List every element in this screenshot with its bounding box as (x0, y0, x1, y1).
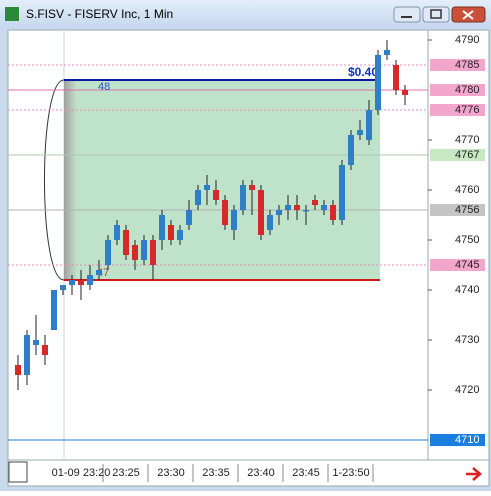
y-tick-label: 4760 (455, 184, 479, 196)
candle-body (285, 205, 291, 210)
candle-body (105, 240, 111, 265)
candle-body (123, 230, 129, 255)
zone (64, 80, 380, 280)
price-level-tag (430, 84, 485, 96)
price-level-label: 4745 (455, 259, 479, 271)
price-level-tag (430, 204, 485, 216)
candle-body (339, 165, 345, 220)
price-level-tag (430, 434, 485, 446)
price-level-label: 4710 (455, 434, 479, 446)
y-tick-label: 4790 (455, 34, 479, 46)
candle-body (159, 215, 165, 240)
candle-body (393, 65, 399, 90)
scroll-arrow[interactable] (466, 467, 482, 481)
price-level-label: 4756 (455, 204, 479, 216)
candle-body (69, 280, 75, 285)
candle-body (33, 340, 39, 345)
x-tick-label: 01-09 23:20 (52, 467, 111, 479)
candle-body (321, 205, 327, 210)
candle-body (177, 230, 183, 240)
y-tick-label: 4730 (455, 334, 479, 346)
maximize-button[interactable] (422, 6, 450, 23)
candle-body (258, 190, 264, 235)
candle-body (249, 185, 255, 190)
y-tick-label: 4750 (455, 234, 479, 246)
candle-body (240, 185, 246, 210)
window-controls[interactable] (393, 6, 486, 23)
candle-body (195, 190, 201, 205)
minimize-button[interactable] (393, 6, 421, 23)
zone-low-label: 47 (97, 267, 109, 279)
x-tick-label: 23:25 (112, 467, 140, 479)
candle-body (24, 335, 30, 375)
price-level-tag (430, 149, 485, 161)
candle-body (222, 200, 228, 225)
y-tick-label: 4720 (455, 384, 479, 396)
price-level-label: 4767 (455, 149, 479, 161)
price-level-label: 4785 (455, 59, 479, 71)
x-tick-label: 23:35 (202, 467, 230, 479)
candle-body (384, 50, 390, 55)
zone-bracket (44, 79, 65, 281)
zone-price-label: $0.40 (348, 65, 378, 79)
candle-body (204, 185, 210, 190)
price-level-label: 4780 (455, 84, 479, 96)
candle-body (402, 90, 408, 95)
candle-body (141, 240, 147, 260)
app-icon (5, 7, 19, 21)
zone-high-label: 48 (98, 81, 110, 93)
candle-body (150, 240, 156, 265)
candle-body (87, 275, 93, 285)
corner-box[interactable] (8, 461, 28, 483)
candle-body (303, 210, 309, 212)
candle-body (51, 290, 57, 330)
candle-body (357, 130, 363, 135)
candle-body (330, 205, 336, 220)
price-level-tag (430, 104, 485, 116)
candle-body (132, 245, 138, 260)
close-icon (462, 10, 474, 20)
candle-body (78, 280, 84, 285)
minimize-icon (401, 16, 412, 18)
window-title: S.FISV - FISERV Inc, 1 Min (26, 7, 173, 21)
price-level-label: 4776 (455, 104, 479, 116)
candle-body (114, 225, 120, 240)
candle-body (276, 210, 282, 215)
candle-body (15, 365, 21, 375)
candle-body (231, 210, 237, 230)
y-tick-label: 4770 (455, 134, 479, 146)
candle-body (366, 110, 372, 140)
candle-body (294, 205, 300, 210)
price-level-tag (430, 259, 485, 271)
candle-body (267, 215, 273, 230)
candle-body (96, 270, 102, 275)
maximize-icon (430, 9, 442, 19)
x-tick-label: 23:45 (292, 467, 320, 479)
candle-body (213, 190, 219, 200)
candle-body (348, 135, 354, 165)
y-tick-label: 4740 (455, 284, 479, 296)
candle-body (168, 225, 174, 240)
candle-body (375, 55, 381, 110)
x-tick-label: 1-23:50 (332, 467, 369, 479)
x-tick-label: 23:30 (157, 467, 185, 479)
candle-body (312, 200, 318, 205)
candle-body (186, 210, 192, 225)
candle-body (42, 345, 48, 355)
x-tick-label: 23:40 (247, 467, 275, 479)
candle-body (60, 285, 66, 290)
time-axis (7, 459, 490, 487)
price-level-tag (430, 59, 485, 71)
